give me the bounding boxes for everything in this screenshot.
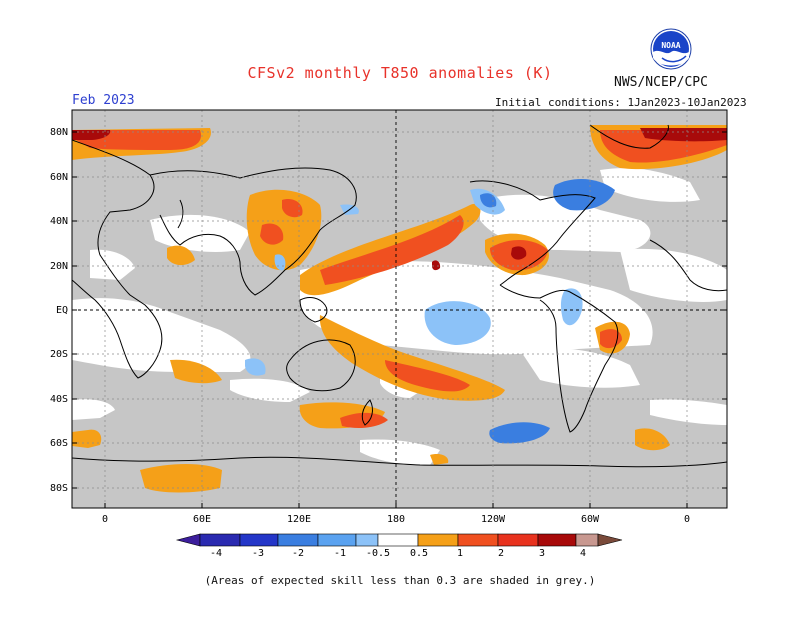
latitude-labels: 80N 60N 40N 20N EQ 20S 40S 60S 80S	[50, 127, 68, 494]
colorbar-label: 4	[580, 548, 586, 559]
colorbar-label: -3	[252, 548, 264, 559]
colorbar-bin	[317, 533, 357, 547]
colorbar-bin	[239, 533, 279, 547]
noaa-logo-text: NOAA	[661, 41, 680, 50]
lat-label: 80S	[50, 483, 68, 494]
lon-label: 0	[102, 514, 108, 525]
colorbar-bin	[377, 533, 419, 547]
lon-label: 180	[387, 514, 405, 525]
lat-label: 60N	[50, 172, 68, 183]
colorbar-bin	[417, 533, 459, 547]
colorbar-label: -0.5	[366, 548, 390, 559]
colorbar-bin	[497, 533, 539, 547]
lon-label: 60W	[581, 514, 600, 525]
colorbar-arrow-high	[597, 533, 623, 547]
skill-footnote: (Areas of expected skill less than 0.3 a…	[204, 574, 596, 587]
chart-title: CFSv2 monthly T850 anomalies (K)	[247, 64, 553, 82]
lat-label: 40N	[50, 216, 68, 227]
colorbar-labels: -4 -3 -2 -1 -0.5 0.5 1 2 3 4	[210, 548, 586, 559]
colorbar-bin	[355, 533, 379, 547]
lat-label: EQ	[56, 305, 68, 316]
grid-lines	[72, 110, 727, 508]
colorbar-arrow-low	[175, 533, 201, 547]
colorbar-bin	[457, 533, 499, 547]
lat-label: 60S	[50, 438, 68, 449]
lat-label: 40S	[50, 394, 68, 405]
tick-marks	[72, 131, 727, 508]
lat-label: 80N	[50, 127, 68, 138]
map-frame	[71, 109, 728, 509]
initial-conditions: Initial conditions: 1Jan2023-10Jan2023	[495, 96, 747, 109]
colorbar-bin	[277, 533, 319, 547]
lat-label: 20S	[50, 349, 68, 360]
colorbar-label: 0.5	[410, 548, 428, 559]
colorbar-label: 3	[539, 548, 545, 559]
colorbar-label: -4	[210, 548, 222, 559]
equator-dateline	[72, 110, 727, 508]
longitude-labels: 0 60E 120E 180 120W 60W 0	[102, 514, 690, 525]
colorbar	[175, 533, 623, 547]
colorbar-bin	[537, 533, 577, 547]
colorbar-label: -2	[292, 548, 304, 559]
lon-label: 120W	[481, 514, 506, 525]
lon-label: 0	[684, 514, 690, 525]
colorbar-label: 2	[498, 548, 504, 559]
lat-label: 20N	[50, 261, 68, 272]
forecast-month: Feb 2023	[72, 93, 135, 108]
colorbar-label: 1	[457, 548, 463, 559]
cold-anomaly-blue	[480, 178, 615, 444]
colorbar-label: -1	[334, 548, 346, 559]
lon-label: 60E	[193, 514, 211, 525]
coastlines	[72, 124, 727, 468]
colorbar-bin	[199, 533, 241, 547]
noaa-logo-icon: NOAA	[650, 28, 692, 70]
warm-anomaly-darkred	[72, 128, 727, 271]
lon-label: 120E	[287, 514, 311, 525]
map-panel	[72, 110, 727, 508]
agency-label: NWS/NCEP/CPC	[614, 75, 708, 90]
colorbar-bin	[575, 533, 599, 547]
